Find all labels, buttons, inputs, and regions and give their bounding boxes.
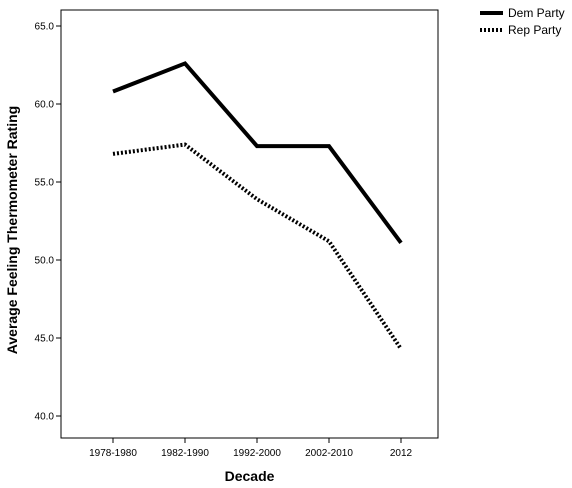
y-tick-label: 60.0 [35, 100, 55, 111]
y-tick-label: 55.0 [35, 178, 55, 189]
x-tick-label: 2012 [390, 448, 413, 459]
x-tick-label: 2002-2010 [305, 448, 353, 459]
series-line-dem-party [112, 61, 403, 245]
y-tick-label: 65.0 [35, 22, 55, 33]
plot-border [60, 9, 439, 439]
x-tick-label: 1978-1980 [89, 448, 137, 459]
series-lines [112, 61, 403, 351]
y-tick-label: 40.0 [35, 412, 55, 423]
legend-label: Dem Party [508, 6, 565, 20]
y-axis-title: Average Feeling Thermometer Rating [4, 106, 20, 354]
x-tick-label: 1992-2000 [233, 448, 281, 459]
y-tick-label: 50.0 [35, 256, 55, 267]
y-axis: 40.0 45.0 50.0 55.0 60.0 65.0 [35, 22, 61, 423]
x-axis: 1978-1980 1982-1990 1992-2000 2002-2010 2012 [89, 438, 413, 459]
legend-label: Rep Party [508, 23, 561, 37]
y-tick-label: 45.0 [35, 334, 55, 345]
x-axis-title: Decade [225, 468, 275, 484]
legend: Dem Party Rep Party [480, 6, 565, 37]
plot-frame [60, 9, 439, 439]
x-tick-label: 1982-1990 [161, 448, 209, 459]
series-line-rep-party [112, 142, 403, 351]
